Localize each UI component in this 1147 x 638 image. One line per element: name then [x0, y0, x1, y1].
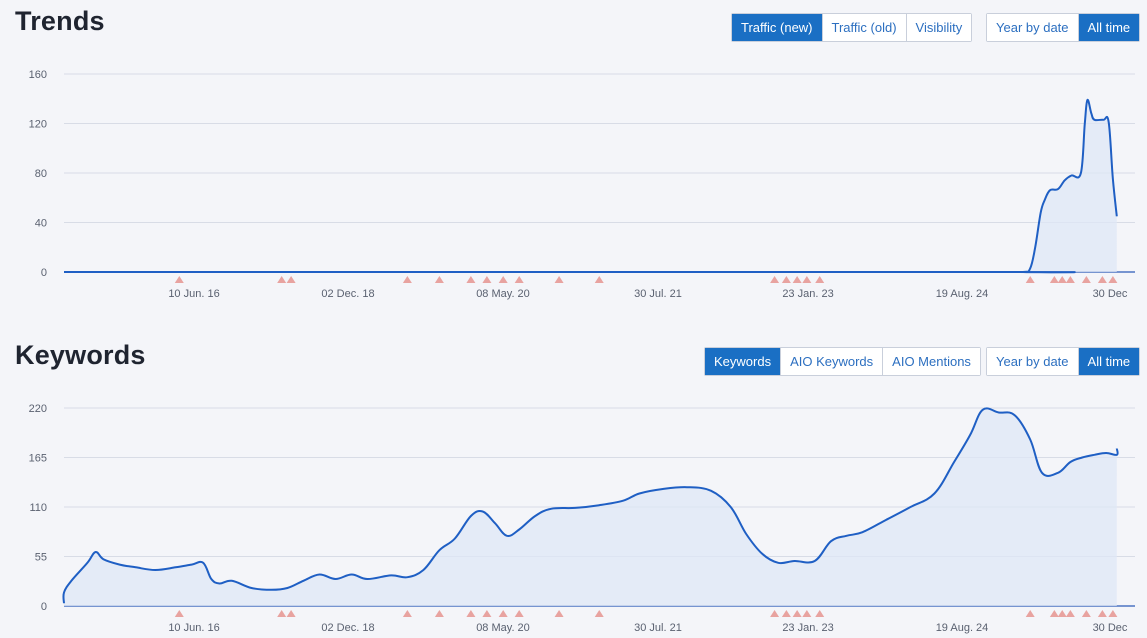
event-marker	[286, 610, 296, 617]
x-tick-label: 19 Aug. 24	[936, 288, 989, 300]
keywords-all-time-button[interactable]: All time	[1078, 348, 1140, 375]
keywords-section: Keywords Keywords AIO Keywords AIO Menti…	[0, 334, 1147, 638]
keywords-year-by-date-button[interactable]: Year by date	[987, 348, 1079, 375]
event-marker	[770, 610, 780, 617]
event-marker	[482, 610, 492, 617]
event-marker	[482, 276, 492, 283]
keywords-title: Keywords	[15, 340, 146, 370]
event-marker	[815, 276, 825, 283]
event-marker	[1057, 276, 1067, 283]
visibility-button[interactable]: Visibility	[906, 14, 972, 41]
event-marker	[1081, 610, 1091, 617]
event-marker	[498, 610, 508, 617]
keywords-chart: 0 55 110 165 220 10 Jun. 16 02 Dec. 18 08 May. …	[29, 403, 1135, 634]
trends-all-time-button[interactable]: All time	[1078, 14, 1140, 41]
event-marker	[1081, 276, 1091, 283]
event-marker	[1097, 610, 1107, 617]
x-tick-label: 08 May. 20	[476, 288, 530, 300]
y-tick-label: 40	[35, 218, 47, 230]
event-marker	[1065, 276, 1075, 283]
event-marker	[466, 610, 476, 617]
event-marker	[594, 610, 604, 617]
x-tick-label: 08 May. 20	[476, 622, 530, 634]
event-marker	[174, 610, 184, 617]
event-marker	[466, 276, 476, 283]
event-marker	[434, 610, 444, 617]
x-tick-label: 30 Jul. 21	[634, 622, 682, 634]
event-marker	[514, 610, 524, 617]
event-marker	[174, 276, 184, 283]
y-tick-label: 0	[41, 601, 47, 613]
keywords-metric-buttons: Keywords AIO Keywords AIO Mentions	[704, 347, 981, 376]
event-marker	[1049, 276, 1059, 283]
y-tick-label: 120	[29, 119, 47, 131]
event-marker	[498, 276, 508, 283]
traffic-old-button[interactable]: Traffic (old)	[822, 14, 907, 41]
x-tick-label: 02 Dec. 18	[321, 288, 374, 300]
event-marker	[792, 610, 802, 617]
series-line	[62, 407, 1119, 604]
trends-range-buttons: Year by date All time	[986, 13, 1141, 42]
event-marker	[1108, 276, 1118, 283]
event-marker	[781, 610, 791, 617]
x-tick-label: 30 Jul. 21	[634, 288, 682, 300]
keywords-button[interactable]: Keywords	[705, 348, 782, 375]
event-marker	[434, 276, 444, 283]
x-tick-label: 30 Dec	[1093, 288, 1128, 300]
x-tick-label: 23 Jan. 23	[782, 288, 833, 300]
y-tick-label: 160	[29, 69, 47, 81]
event-marker	[1049, 610, 1059, 617]
aio-keywords-button[interactable]: AIO Keywords	[781, 348, 884, 375]
event-marker	[802, 610, 812, 617]
x-tick-label: 10 Jun. 16	[168, 622, 219, 634]
event-marker	[277, 276, 287, 283]
y-tick-label: 0	[41, 267, 47, 279]
event-marker	[277, 610, 287, 617]
event-marker	[781, 276, 791, 283]
aio-mentions-button[interactable]: AIO Mentions	[883, 348, 980, 375]
event-marker	[1097, 276, 1107, 283]
event-marker	[1108, 610, 1118, 617]
x-tick-label: 10 Jun. 16	[168, 288, 219, 300]
event-marker	[554, 276, 564, 283]
y-tick-label: 165	[29, 453, 47, 465]
trends-metric-buttons: Traffic (new) Traffic (old) Visibility	[731, 13, 973, 42]
event-marker	[1025, 610, 1035, 617]
event-marker	[802, 276, 812, 283]
event-marker	[1057, 610, 1067, 617]
event-marker	[286, 276, 296, 283]
keywords-range-buttons: Year by date All time	[986, 347, 1141, 376]
y-tick-label: 110	[29, 502, 47, 514]
y-tick-label: 220	[29, 403, 47, 415]
event-marker	[1065, 610, 1075, 617]
x-tick-label: 30 Dec	[1093, 622, 1128, 634]
x-tick-label: 19 Aug. 24	[936, 622, 989, 634]
event-marker	[792, 276, 802, 283]
event-marker	[770, 276, 780, 283]
traffic-new-button[interactable]: Traffic (new)	[732, 14, 823, 41]
y-tick-label: 55	[35, 552, 47, 564]
y-tick-label: 80	[35, 168, 47, 180]
trends-year-by-date-button[interactable]: Year by date	[987, 14, 1079, 41]
trends-title: Trends	[15, 6, 105, 36]
trends-chart: 0 40 80 120 160 10 Jun. 16 02 Dec. 18 08 May. 2…	[29, 69, 1135, 300]
event-marker	[402, 276, 412, 283]
event-marker	[815, 610, 825, 617]
series-area	[64, 99, 1117, 273]
event-marker	[554, 610, 564, 617]
x-tick-label: 02 Dec. 18	[321, 622, 374, 634]
series-line	[64, 98, 1118, 274]
x-tick-label: 23 Jan. 23	[782, 622, 833, 634]
event-marker	[402, 610, 412, 617]
event-marker	[594, 276, 604, 283]
event-marker	[514, 276, 524, 283]
trends-section: Trends Traffic (new) Traffic (old) Visib…	[15, 6, 1141, 300]
event-marker	[1025, 276, 1035, 283]
